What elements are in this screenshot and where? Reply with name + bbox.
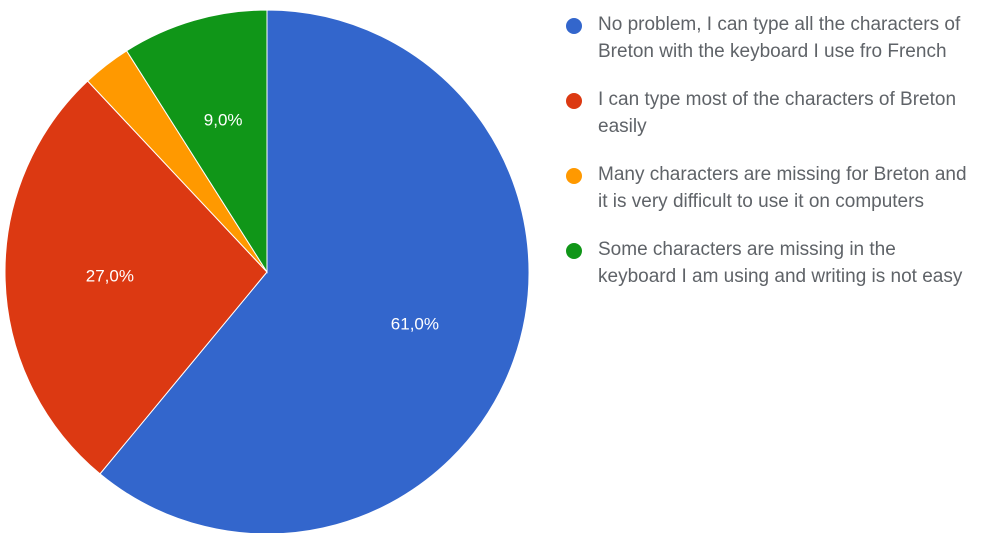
- legend-swatch-icon: [566, 168, 582, 184]
- pie-chart: 61,0% 27,0% 9,0%: [4, 9, 530, 533]
- legend-item-some-missing[interactable]: Some characters are missing in the keybo…: [566, 236, 976, 290]
- slice-value-label-3: 9,0%: [204, 111, 243, 130]
- slice-value-label-0: 61,0%: [391, 315, 439, 334]
- legend-swatch-icon: [566, 93, 582, 109]
- legend-item-no-problem[interactable]: No problem, I can type all the character…: [566, 11, 976, 65]
- pie-slice-3[interactable]: [125, 9, 268, 274]
- legend: No problem, I can type all the character…: [566, 11, 976, 311]
- legend-swatch-icon: [566, 18, 582, 34]
- slice-value-label-1: 27,0%: [86, 266, 134, 285]
- pie-slice-1[interactable]: [4, 80, 268, 475]
- legend-swatch-icon: [566, 243, 582, 259]
- legend-label: I can type most of the characters of Bre…: [598, 89, 957, 137]
- legend-item-many-missing[interactable]: Many characters are missing for Breton a…: [566, 161, 976, 215]
- legend-item-most-characters[interactable]: I can type most of the characters of Bre…: [566, 86, 976, 140]
- pie-slice-0[interactable]: [99, 9, 530, 533]
- legend-label: Many characters are missing for Breton a…: [598, 164, 967, 212]
- legend-label: Some characters are missing in the keybo…: [598, 239, 963, 287]
- legend-label: No problem, I can type all the character…: [598, 14, 961, 62]
